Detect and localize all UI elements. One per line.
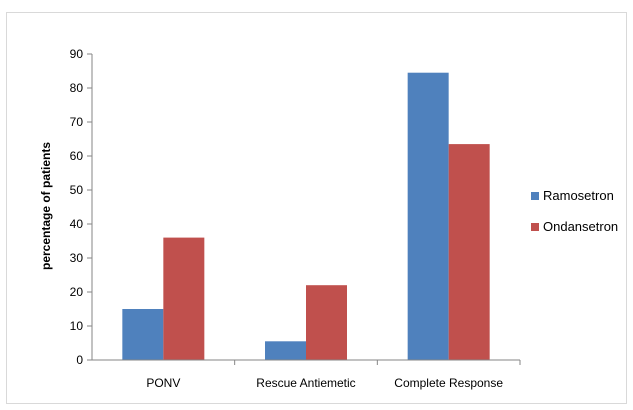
bar-ondansetron-2 (448, 144, 490, 360)
bar-ramosetron-0 (122, 309, 164, 360)
y-tick-label: 0 (76, 353, 83, 367)
y-tick-label: 60 (70, 149, 84, 163)
y-tick-label: 30 (70, 251, 84, 265)
y-tick-label: 10 (70, 319, 84, 333)
y-tick-label: 40 (70, 217, 84, 231)
bar-ramosetron-1 (265, 341, 306, 360)
y-tick-label: 90 (70, 47, 84, 61)
bars (122, 72, 490, 360)
legend: Ramosetron Ondansetron (531, 188, 618, 234)
y-axis-title-group: percentage of patients (39, 142, 53, 270)
x-axis-labels: PONV Rescue Antiemetic Complete Response (146, 360, 521, 390)
bar-ondansetron-1 (306, 285, 347, 360)
bar-ondansetron-0 (163, 237, 205, 360)
y-axis-ticks: 0 10 20 30 40 50 60 70 80 90 (70, 47, 92, 367)
x-category-label: PONV (146, 376, 180, 390)
y-tick-label: 20 (70, 285, 84, 299)
y-tick-label: 80 (70, 81, 84, 95)
x-category-label: Rescue Antiemetic (256, 376, 355, 390)
bar-ramosetron-2 (407, 72, 449, 360)
y-tick-label: 70 (70, 115, 84, 129)
y-tick-label: 50 (70, 183, 84, 197)
legend-swatch-ramosetron (531, 192, 539, 200)
legend-label-ondansetron: Ondansetron (543, 219, 618, 234)
x-category-label: Complete Response (394, 376, 503, 390)
legend-swatch-ondansetron (531, 223, 539, 231)
y-axis-title: percentage of patients (39, 142, 53, 270)
legend-label-ramosetron: Ramosetron (543, 188, 614, 203)
